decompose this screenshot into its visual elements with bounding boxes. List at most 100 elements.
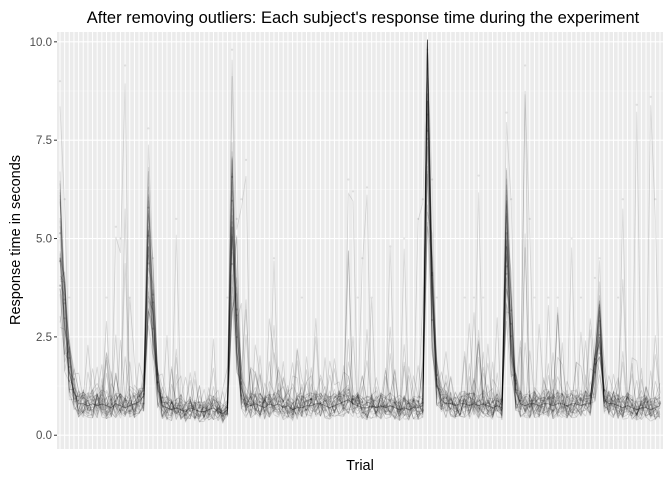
data-point [556, 399, 559, 402]
data-point-peak [58, 80, 62, 83]
data-point [254, 405, 257, 408]
data-point [528, 394, 531, 397]
data-point [133, 396, 136, 399]
data-point [337, 395, 341, 398]
data-point [607, 394, 610, 397]
data-point [547, 396, 550, 399]
data-point [472, 404, 476, 407]
data-point [110, 407, 113, 410]
data-point [430, 271, 434, 275]
data-point [170, 401, 173, 405]
data-point [542, 396, 545, 399]
data-point [86, 404, 90, 408]
subject-line [59, 39, 661, 422]
data-point [468, 405, 471, 408]
data-point [533, 404, 536, 407]
data-point [575, 394, 578, 397]
subject-line [59, 39, 661, 421]
data-point [142, 392, 145, 395]
subject-line [59, 39, 661, 420]
data-point [384, 404, 387, 407]
data-point [617, 403, 620, 407]
data-point [235, 336, 238, 339]
data-point [184, 409, 187, 412]
data-point [426, 129, 429, 132]
x-axis-label: Trial [346, 458, 374, 474]
data-point [207, 402, 210, 405]
data-point [77, 400, 80, 403]
data-point [454, 396, 457, 400]
data-point-peak [617, 296, 620, 299]
data-point [496, 403, 499, 406]
data-point [510, 322, 513, 325]
data-point [403, 408, 406, 411]
data-point [584, 403, 587, 407]
data-point [124, 406, 127, 409]
data-point [230, 262, 234, 266]
data-point [514, 382, 517, 385]
data-point [324, 408, 327, 411]
data-point [361, 411, 364, 415]
data-point [72, 391, 76, 394]
data-point [258, 400, 262, 403]
data-point [324, 409, 327, 412]
subject-line [59, 141, 661, 423]
data-point [519, 399, 522, 402]
data-point [617, 397, 620, 401]
data-point [189, 409, 192, 412]
data-point [630, 398, 634, 402]
data-point [319, 406, 322, 409]
data-point [347, 394, 350, 398]
data-point [435, 373, 438, 377]
data-point-peak [128, 296, 131, 299]
data-point [226, 406, 229, 409]
data-point [226, 412, 229, 415]
data-point [277, 400, 280, 403]
data-point [603, 388, 606, 391]
data-point [272, 398, 276, 401]
data-point-peak [635, 103, 638, 106]
data-point [365, 401, 369, 405]
data-point [561, 399, 564, 402]
data-point [319, 401, 322, 404]
data-point [365, 404, 369, 407]
data-point [128, 405, 131, 408]
data-point [579, 398, 583, 401]
data-point [603, 399, 606, 402]
data-point [421, 409, 424, 412]
subject-line [59, 39, 661, 421]
data-point [286, 398, 290, 401]
data-point [72, 378, 76, 381]
data-point-peak [114, 225, 117, 228]
data-point [524, 409, 527, 412]
data-point-peak [528, 217, 531, 220]
data-point [417, 400, 420, 403]
subject-line [59, 67, 661, 422]
data-point [110, 402, 113, 406]
data-point [105, 410, 108, 413]
data-point [407, 402, 410, 405]
data-point [393, 411, 396, 414]
data-point [570, 399, 573, 402]
data-point [444, 396, 448, 399]
data-point [310, 397, 313, 401]
data-point [240, 382, 243, 386]
data-point [337, 399, 341, 402]
data-point [310, 398, 313, 401]
data-point-peak [235, 217, 238, 220]
data-point [347, 388, 350, 391]
data-point [621, 410, 624, 413]
data-point [305, 400, 308, 403]
data-point-peak [654, 198, 657, 201]
data-point [193, 404, 196, 407]
data-point [612, 400, 615, 403]
data-point [444, 399, 448, 402]
data-point [640, 407, 643, 410]
data-point [207, 412, 210, 415]
data-point [407, 402, 410, 405]
y-tick-label: 10.0 [30, 37, 52, 49]
data-point [114, 400, 117, 403]
data-point [263, 410, 266, 413]
data-point [644, 404, 648, 407]
data-point [575, 404, 578, 407]
